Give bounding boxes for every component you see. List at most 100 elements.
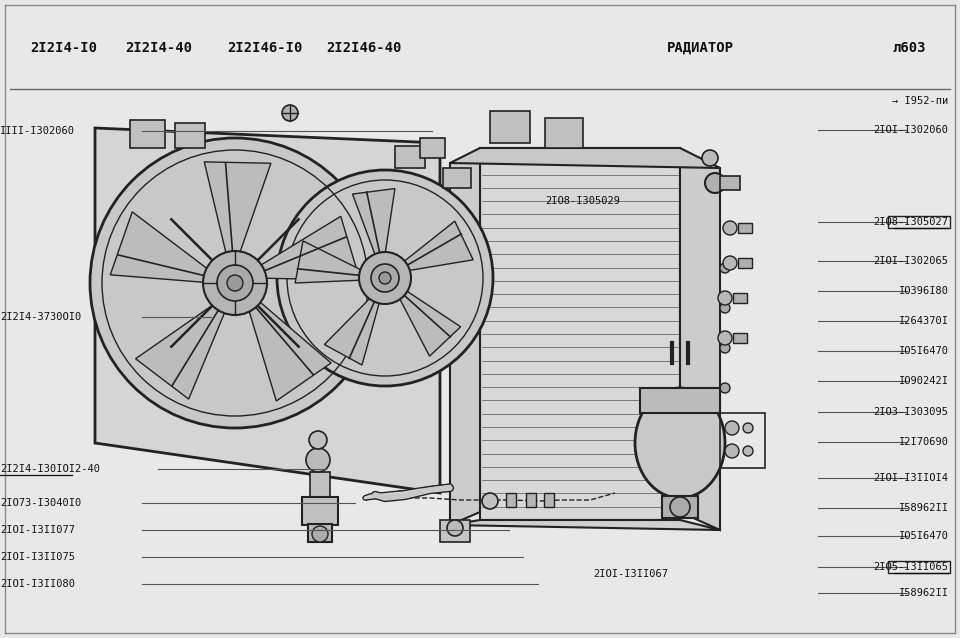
Circle shape (482, 493, 498, 509)
Polygon shape (110, 212, 210, 283)
Text: 2I2I4-I30IOI2-40: 2I2I4-I30IOI2-40 (0, 464, 100, 474)
Text: IO5I6470: IO5I6470 (899, 346, 948, 356)
Text: IO90242I: IO90242I (899, 376, 948, 386)
Text: 2I2I4-3730OI0: 2I2I4-3730OI0 (0, 312, 82, 322)
Text: 2I2I4-I0: 2I2I4-I0 (31, 41, 98, 55)
Polygon shape (248, 300, 331, 401)
Text: 2IOI-I3II080: 2IOI-I3II080 (0, 579, 75, 589)
Text: 2IOI-I302065: 2IOI-I302065 (874, 256, 948, 266)
Circle shape (720, 343, 730, 353)
Polygon shape (258, 216, 360, 280)
Bar (720, 413, 765, 468)
Text: I58962II: I58962II (899, 503, 948, 514)
Bar (545, 118, 583, 148)
Circle shape (306, 448, 330, 472)
Circle shape (447, 520, 463, 536)
Text: IIII-I302060: IIII-I302060 (0, 126, 75, 136)
Circle shape (743, 446, 753, 456)
Circle shape (312, 526, 328, 542)
Circle shape (720, 303, 730, 313)
Circle shape (217, 265, 253, 301)
Text: 2IO73-I3040I0: 2IO73-I3040I0 (0, 498, 82, 508)
Text: I264370I: I264370I (899, 316, 948, 326)
Bar (889, 216, 950, 228)
Circle shape (702, 150, 718, 166)
Circle shape (203, 251, 267, 315)
Circle shape (723, 221, 737, 235)
Polygon shape (324, 296, 380, 365)
Polygon shape (450, 520, 720, 530)
Text: 2IOI-I3II077: 2IOI-I3II077 (0, 525, 75, 535)
Ellipse shape (635, 388, 725, 498)
Polygon shape (450, 148, 720, 168)
Circle shape (227, 275, 243, 291)
Bar (720, 176, 740, 190)
Circle shape (379, 272, 391, 284)
Circle shape (718, 331, 732, 345)
Circle shape (723, 256, 737, 270)
Text: 2IOI-I3II067: 2IOI-I3II067 (593, 569, 668, 579)
Circle shape (359, 252, 411, 304)
Text: л603: л603 (893, 41, 926, 55)
Text: 2I2I4-40: 2I2I4-40 (125, 41, 192, 55)
Text: I2I70690: I2I70690 (899, 437, 948, 447)
Polygon shape (352, 189, 395, 258)
Circle shape (371, 264, 399, 292)
Polygon shape (680, 156, 720, 530)
Text: I58962II: I58962II (899, 588, 948, 598)
Bar (440, 520, 470, 542)
Bar (640, 388, 720, 413)
Bar (733, 333, 747, 343)
Circle shape (670, 497, 690, 517)
Bar (738, 223, 752, 233)
Bar (662, 496, 698, 518)
Bar (490, 111, 530, 143)
Polygon shape (135, 303, 226, 399)
Circle shape (725, 444, 739, 458)
Text: 2IOI-I302060: 2IOI-I302060 (874, 125, 948, 135)
Text: IO5I6470: IO5I6470 (899, 531, 948, 541)
Bar (544, 493, 554, 507)
Bar (310, 472, 330, 497)
Polygon shape (401, 221, 473, 271)
Text: 2IO8-I305027: 2IO8-I305027 (874, 217, 948, 227)
Bar (395, 146, 425, 168)
Bar (733, 293, 747, 303)
Bar (308, 524, 332, 542)
Text: РАДИАТОР: РАДИАТОР (667, 41, 734, 55)
Circle shape (720, 263, 730, 273)
Text: 2IO5-I3II065: 2IO5-I3II065 (874, 561, 948, 572)
Bar (526, 493, 536, 507)
Circle shape (282, 105, 298, 121)
Text: 2IOI-I3IIOI4: 2IOI-I3IIOI4 (874, 473, 948, 483)
Polygon shape (480, 148, 680, 520)
Text: 2IOI-I3II075: 2IOI-I3II075 (0, 552, 75, 562)
Circle shape (277, 170, 493, 386)
Bar (889, 561, 950, 572)
Circle shape (718, 291, 732, 305)
Text: 2IO3-I303095: 2IO3-I303095 (874, 406, 948, 417)
Text: → I952-пи: → I952-пи (892, 96, 948, 107)
Circle shape (309, 431, 327, 449)
Polygon shape (450, 156, 480, 525)
Text: IO396I80: IO396I80 (899, 286, 948, 296)
Circle shape (743, 423, 753, 433)
Polygon shape (398, 289, 461, 356)
Bar (738, 258, 752, 268)
Bar (506, 493, 516, 507)
Circle shape (720, 383, 730, 393)
Bar (175, 123, 205, 148)
Bar (302, 497, 338, 525)
Text: 2IO8-I305029: 2IO8-I305029 (545, 196, 620, 206)
Bar (130, 120, 165, 148)
Bar (420, 138, 445, 158)
Polygon shape (295, 241, 364, 283)
Bar (443, 168, 471, 188)
Text: 2I2I46-40: 2I2I46-40 (326, 41, 402, 55)
Circle shape (705, 173, 725, 193)
Circle shape (725, 421, 739, 435)
Polygon shape (95, 128, 440, 493)
Circle shape (90, 138, 380, 428)
Polygon shape (204, 162, 271, 256)
Text: 2I2I46-I0: 2I2I46-I0 (228, 41, 303, 55)
